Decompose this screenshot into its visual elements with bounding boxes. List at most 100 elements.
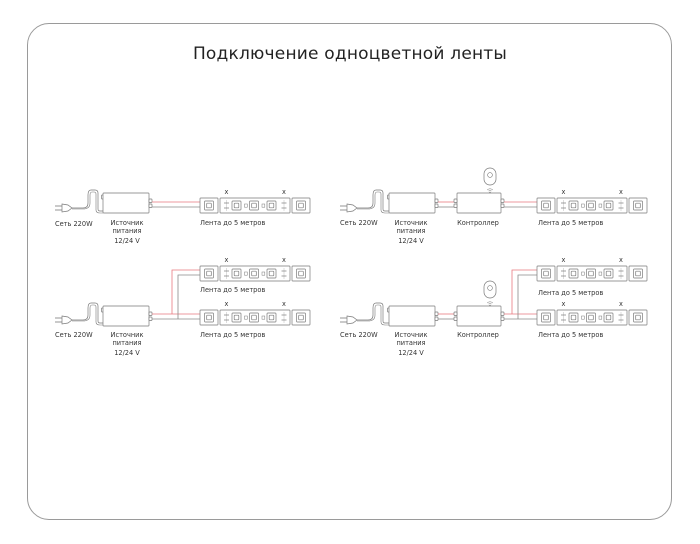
cable-loop — [357, 189, 389, 212]
mains-plug-icon — [55, 203, 73, 213]
psu-label-2: питания — [396, 339, 425, 347]
cut-mark-label: x — [562, 256, 566, 264]
psu-voltage-label: 12/24 V — [398, 349, 424, 357]
controller-input-terminal — [453, 198, 458, 203]
led-die — [588, 202, 594, 209]
cable-loop-inner — [357, 304, 389, 326]
signal-dot — [489, 191, 491, 194]
cut-mark-label: x — [225, 256, 229, 264]
led-die — [251, 314, 257, 321]
led-die — [605, 202, 612, 209]
psu-terminal — [148, 203, 153, 208]
mains-plug-icon — [340, 203, 358, 213]
strip-b-label: Лента до 5 метров — [200, 331, 265, 339]
led-die — [268, 202, 275, 209]
resistor — [598, 271, 603, 276]
cable-loop — [72, 302, 103, 324]
plug-body — [61, 203, 73, 213]
led-die — [298, 270, 304, 277]
led-die — [268, 270, 275, 277]
power-cable — [72, 189, 104, 214]
controller-input-terminal — [453, 311, 458, 316]
wire-line — [171, 269, 200, 314]
signal-wave-icon — [488, 190, 492, 192]
led-die — [570, 202, 577, 209]
remote-control-icon — [483, 167, 497, 194]
led-die — [268, 314, 275, 321]
led-die — [635, 202, 641, 209]
resistor — [581, 271, 585, 276]
led-die — [588, 270, 594, 277]
cut-mark-label: x — [619, 188, 623, 196]
cable-loop-inner — [72, 191, 103, 214]
negative-wire-branch — [177, 274, 200, 319]
plug-body — [61, 315, 73, 325]
resistor — [261, 271, 266, 276]
negative-wire-branch — [517, 274, 537, 319]
cut-mark-label: x — [562, 188, 566, 196]
controller-output-terminal — [500, 311, 505, 316]
led-die — [251, 270, 257, 277]
mains-plug-icon — [340, 315, 358, 325]
signal-dot — [489, 304, 491, 307]
led-die — [233, 270, 240, 277]
remote-button — [487, 172, 493, 178]
resistor — [261, 315, 266, 320]
resistor — [598, 315, 603, 320]
plug-body — [346, 315, 358, 325]
led-die — [570, 314, 577, 321]
cable-loop — [357, 302, 389, 324]
power-supply-box — [102, 192, 153, 214]
resistor — [581, 203, 585, 208]
positive-wire-branch — [511, 269, 537, 314]
mains-plug-icon — [55, 315, 73, 325]
strip-label: Лента до 5 метров — [200, 219, 265, 227]
psu-voltage-label: 12/24 V — [114, 349, 140, 357]
cut-mark-label: x — [619, 300, 623, 308]
led-die — [543, 270, 549, 277]
psu-voltage-label: 12/24 V — [114, 237, 140, 245]
mains-label: Сеть 220W — [55, 331, 93, 339]
resistor — [244, 315, 248, 320]
psu-label: Источник — [111, 331, 144, 339]
mains-label: Сеть 220W — [340, 331, 378, 339]
power-supply-box — [388, 192, 439, 214]
strip-a-label: Лента до 5 метров — [538, 289, 603, 297]
power-supply-box — [388, 305, 439, 327]
led-die — [543, 202, 549, 209]
wire-line — [517, 274, 537, 319]
cut-mark-label: x — [282, 256, 286, 264]
psu-label-2: питания — [112, 227, 141, 235]
psu-label-2: питания — [112, 339, 141, 347]
psu-terminal — [434, 203, 439, 208]
diagram-1-labels: Сеть 220W Источник питания 12/24 V Лента… — [55, 219, 265, 245]
led-die — [206, 270, 212, 277]
psu-voltage-label: 12/24 V — [398, 237, 424, 245]
controller-label: Контроллер — [457, 331, 499, 339]
controller-output-terminal — [500, 203, 505, 208]
power-cable — [357, 302, 390, 326]
cut-mark-label: x — [562, 300, 566, 308]
led-die — [298, 202, 304, 209]
diagram-card — [27, 23, 672, 520]
led-die — [570, 270, 577, 277]
led-die — [233, 314, 240, 321]
cable-loop-inner — [72, 304, 103, 326]
psu-terminal — [148, 311, 153, 316]
diagram-4-labels: Лента до 5 метров Сеть 220W Источник пит… — [340, 289, 603, 357]
power-cable — [72, 302, 104, 326]
psu-terminal — [434, 311, 439, 316]
controller-box — [453, 305, 505, 327]
led-die — [605, 270, 612, 277]
signal-wave-icon — [486, 188, 494, 191]
cut-mark-label: x — [225, 188, 229, 196]
led-die — [543, 314, 549, 321]
page-title: Подключение одноцветной ленты — [192, 44, 508, 64]
controller-output-terminal — [500, 198, 505, 203]
